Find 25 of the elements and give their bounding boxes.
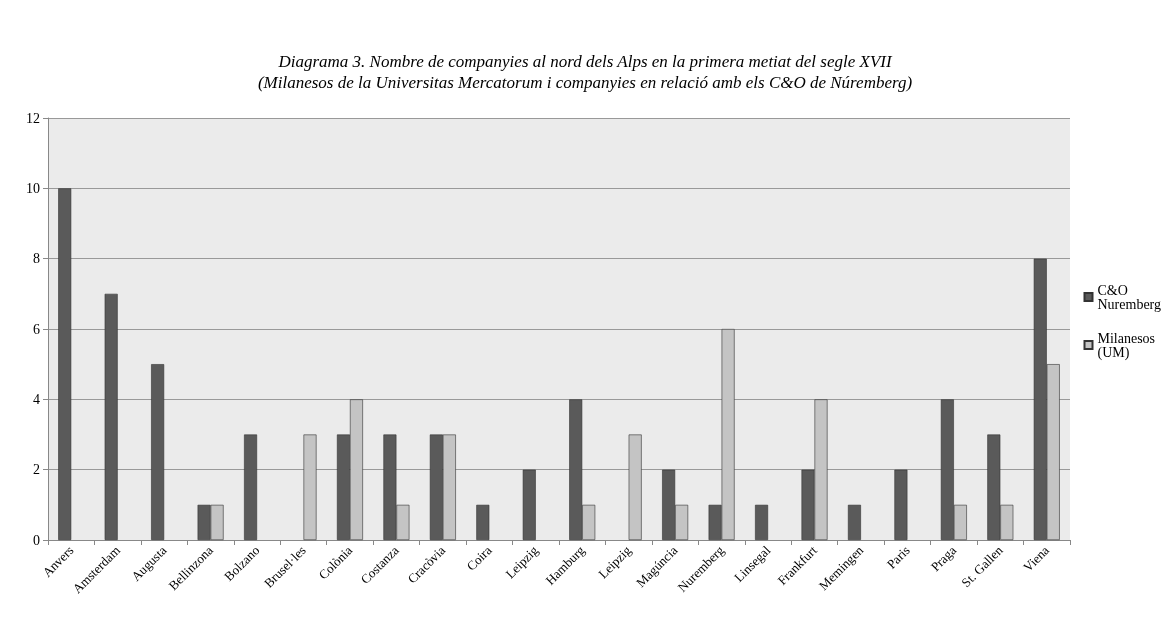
bar: [755, 504, 769, 540]
legend-label: Milanesos (UM): [1097, 330, 1159, 361]
bar: [628, 434, 642, 540]
bar: [58, 188, 72, 540]
y-tick-label: 10: [26, 180, 40, 196]
y-tick-label: 12: [26, 110, 40, 126]
bar: [894, 469, 908, 540]
x-tick-label: Coira: [463, 542, 495, 574]
bar: [303, 434, 317, 540]
bar: [244, 434, 258, 540]
y-tick-label: 8: [33, 251, 40, 267]
y-tick-label: 6: [33, 321, 40, 337]
chart-title: Diagrama 3. Nombre de companyies al nord dels Alps en la primera metiat del segle XVII: [277, 52, 893, 71]
x-tick-label: Viena: [1020, 542, 1053, 575]
y-tick-label: 2: [33, 462, 40, 478]
y-tick-label: 0: [33, 532, 40, 548]
bar: [151, 364, 165, 540]
bar: [104, 293, 118, 540]
bar: [522, 469, 536, 540]
y-tick-label: 4: [33, 391, 40, 407]
chart-subtitle: (Milanesos de la Universitas Mercatorum i companyies en relació amb els C&O de Núremberg): [257, 73, 913, 92]
x-tick-label: Paris: [883, 542, 913, 572]
bar: [476, 504, 490, 540]
legend-label: C&O Nuremberg: [1097, 282, 1161, 312]
bar: [847, 504, 861, 540]
